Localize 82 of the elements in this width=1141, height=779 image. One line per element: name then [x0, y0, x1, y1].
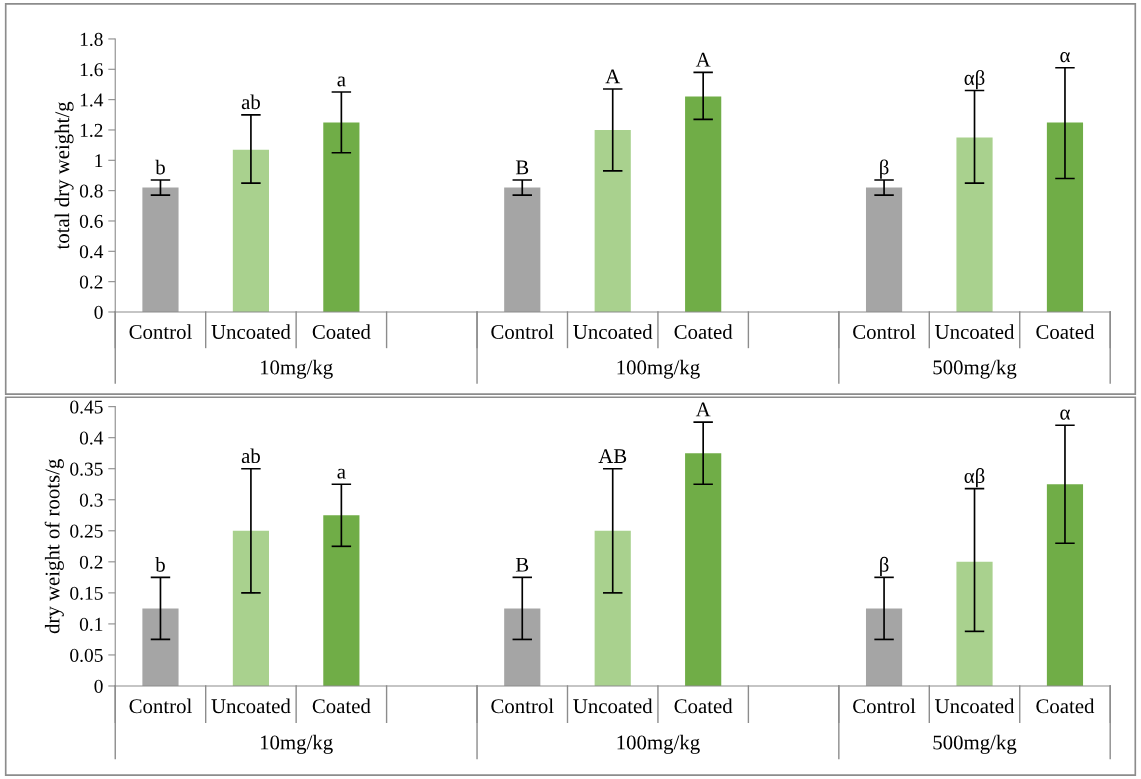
x-tick-label: Uncoated	[211, 324, 291, 339]
bar	[232, 530, 270, 686]
y-tick-label: 0.2	[79, 275, 103, 289]
annotation: B	[515, 557, 529, 572]
x-tick-label: Uncoated	[935, 324, 1015, 339]
bar	[1046, 484, 1084, 686]
y-tick-label: 0.1	[79, 617, 103, 631]
annotation: β	[880, 159, 889, 179]
y-tick-label: 1	[95, 154, 103, 168]
x-tick-label: Coated	[312, 324, 371, 339]
y-tick-label: 1.6	[80, 63, 103, 77]
y-tick-label: 1.8	[80, 32, 103, 46]
annotation: αβ	[964, 70, 985, 90]
annotation: ab	[241, 448, 260, 464]
text: 100mg/kg	[617, 734, 700, 754]
annotation: a	[337, 468, 346, 479]
bar	[865, 187, 903, 312]
x-tick-label: Coated	[312, 698, 371, 714]
annotation: αβ	[964, 468, 985, 488]
y-tick-label: 1.4	[80, 93, 104, 107]
y-tick-label: 0.6	[79, 214, 103, 228]
y-tick-label: 0.2	[79, 555, 103, 569]
y-tick-label: 0.3	[79, 493, 103, 507]
y-tick-label: 0	[94, 305, 103, 319]
y-tick-label: 0.45	[70, 400, 103, 414]
x-tick-label: Control	[853, 698, 916, 714]
y-tick-label: 0.15	[70, 586, 103, 600]
x-tick-label: Coated	[674, 324, 733, 339]
x-tick-label: Coated	[1036, 324, 1095, 339]
y-tick-label: 0.4	[79, 431, 104, 445]
bar	[594, 129, 631, 312]
y-tick-label: 0.35	[70, 462, 103, 476]
x-tick-label: Uncoated	[935, 698, 1015, 714]
y-tick-label: 0.4	[79, 245, 104, 259]
annotation: A	[695, 402, 711, 417]
x-tick-label: Control	[853, 324, 916, 339]
x-tick-label: Coated	[1036, 698, 1095, 714]
bar	[504, 187, 541, 312]
bar	[685, 96, 722, 312]
annotation: A	[695, 52, 711, 67]
annotation: b	[155, 557, 165, 572]
y-axis-title: total dry weight/g	[54, 101, 74, 250]
bar	[142, 187, 179, 312]
x-tick-label: Uncoated	[573, 698, 653, 714]
y-tick-label: 0.25	[70, 524, 103, 538]
x-tick-label: Uncoated	[211, 698, 291, 714]
y-tick-label: 0	[94, 679, 103, 693]
bar	[323, 122, 360, 312]
x-tick-label: Uncoated	[573, 324, 653, 339]
annotation: AB	[598, 449, 627, 463]
x-tick-label: Control	[129, 698, 192, 714]
annotation: α	[1060, 409, 1070, 420]
y-tick-label: 0.05	[70, 648, 103, 662]
bar	[865, 608, 903, 686]
annotation: b	[155, 159, 165, 175]
bar	[956, 137, 993, 312]
text: 500mg/kg	[933, 734, 1017, 754]
x-tick-label: Control	[491, 698, 554, 714]
bar	[1046, 122, 1084, 312]
text: 10mg/kg	[260, 359, 333, 379]
bar	[232, 149, 270, 312]
bar	[323, 515, 360, 686]
annotation: α	[1060, 52, 1070, 63]
bar	[956, 561, 993, 686]
text: 100mg/kg	[617, 359, 700, 379]
bar	[685, 453, 722, 686]
annotation: B	[515, 160, 529, 175]
text: 10mg/kg	[260, 734, 333, 754]
y-tick-label: 0.8	[79, 184, 103, 198]
annotation: β	[880, 556, 889, 576]
x-tick-label: Coated	[674, 698, 733, 714]
annotation: ab	[241, 94, 260, 110]
x-tick-label: Control	[129, 324, 192, 339]
bar	[594, 530, 631, 686]
x-tick-label: Control	[491, 324, 554, 339]
bar	[504, 608, 541, 686]
y-axis-title: dry weight of roots/g	[44, 459, 64, 634]
annotation: a	[337, 76, 346, 87]
y-tick-label: 1.2	[80, 123, 103, 137]
text: 500mg/kg	[933, 359, 1017, 379]
bar	[142, 608, 179, 686]
annotation: A	[605, 69, 621, 84]
